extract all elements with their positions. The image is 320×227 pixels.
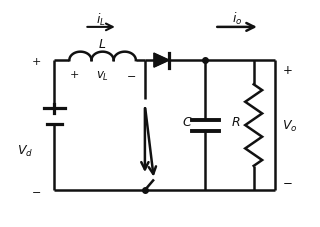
Text: $i_o$: $i_o$ — [232, 11, 242, 27]
Text: $v_L$: $v_L$ — [96, 70, 109, 83]
Polygon shape — [154, 54, 169, 68]
Text: $i_L$: $i_L$ — [96, 12, 106, 28]
Text: $V_o$: $V_o$ — [282, 118, 298, 133]
Text: $R$: $R$ — [231, 116, 240, 128]
Text: $L$: $L$ — [99, 38, 107, 51]
Text: $-$: $-$ — [126, 69, 136, 79]
Text: $C$: $C$ — [182, 116, 193, 128]
Text: $-$: $-$ — [31, 185, 41, 195]
Text: $+$: $+$ — [69, 69, 79, 79]
Text: $-$: $-$ — [282, 175, 293, 188]
Text: $+$: $+$ — [282, 63, 293, 76]
Text: $+$: $+$ — [31, 55, 41, 66]
Text: $V_d$: $V_d$ — [18, 144, 34, 159]
